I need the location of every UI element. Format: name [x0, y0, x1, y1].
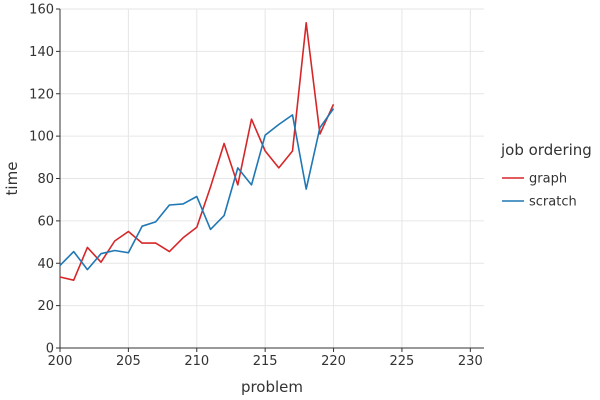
series-layer	[59, 21, 335, 282]
y-tick-label: 60	[37, 214, 54, 229]
x-axis-title: problem	[241, 378, 303, 396]
y-tick-label: 100	[29, 130, 54, 145]
x-tick-label: 220	[321, 354, 346, 369]
y-tick-label: 40	[37, 257, 54, 272]
x-axis-ticks: 200 205 210 215 220 225 230	[48, 348, 483, 369]
x-tick-label: 225	[390, 354, 415, 369]
legend-label-scratch: scratch	[529, 195, 577, 210]
legend-label-graph: graph	[529, 172, 567, 187]
x-tick-label: 215	[253, 354, 278, 369]
y-tick-label: 160	[29, 3, 54, 18]
y-axis-title: time	[3, 162, 21, 196]
x-tick-label: 205	[116, 354, 141, 369]
y-tick-label: 140	[29, 45, 54, 60]
y-tick-label: 80	[37, 172, 54, 187]
y-tick-label: 120	[29, 87, 54, 102]
series-line-graph	[59, 21, 335, 282]
y-tick-label: 20	[37, 299, 54, 314]
x-tick-label: 230	[458, 354, 483, 369]
x-tick-label: 210	[184, 354, 209, 369]
legend: job ordering graph scratch	[500, 141, 592, 210]
y-axis-ticks: 0 20 40 60 80 100 120 140 160	[29, 3, 60, 357]
series-line-scratch	[59, 108, 335, 271]
legend-title: job ordering	[500, 141, 592, 159]
legend-items: graph scratch	[502, 172, 577, 210]
x-tick-label: 200	[48, 354, 73, 369]
grid	[59, 8, 484, 349]
y-tick-label: 0	[46, 342, 54, 357]
